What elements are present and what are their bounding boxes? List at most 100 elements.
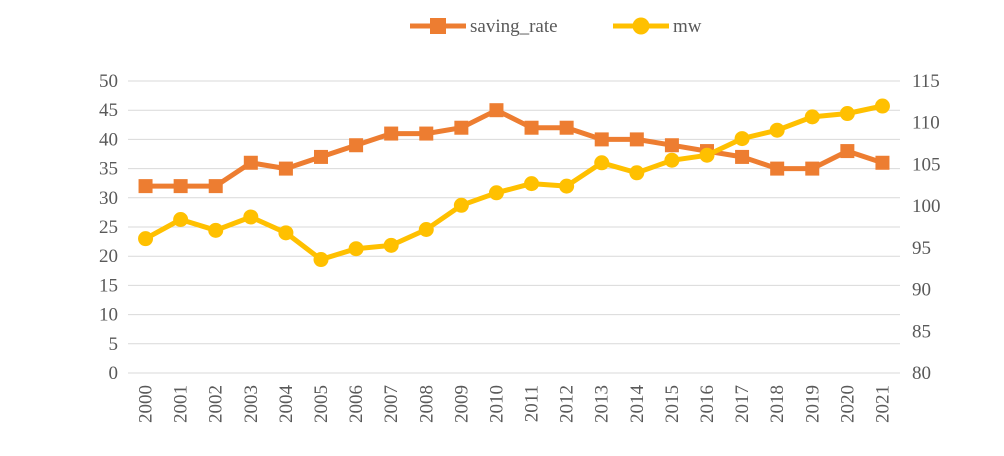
data-point xyxy=(874,98,890,114)
x-tick-label: 2012 xyxy=(557,385,578,423)
legend-item: mw xyxy=(613,16,702,37)
legend-square-icon xyxy=(430,18,446,34)
data-point xyxy=(138,231,154,247)
data-point xyxy=(770,161,785,176)
x-tick-label: 2018 xyxy=(767,385,788,423)
right-tick-label: 105 xyxy=(912,154,941,175)
data-point xyxy=(453,197,469,213)
data-point xyxy=(349,138,364,153)
right-tick-label: 115 xyxy=(912,71,940,92)
x-tick-label: 2004 xyxy=(276,385,297,424)
data-point xyxy=(839,106,855,122)
right-tick-label: 110 xyxy=(912,113,940,134)
x-tick-label: 2007 xyxy=(381,385,402,423)
data-point xyxy=(383,237,399,253)
data-point xyxy=(559,120,574,135)
data-point xyxy=(138,179,153,194)
series-line xyxy=(143,107,885,189)
left-tick-label: 15 xyxy=(99,275,118,296)
x-axis: 2000 2001 2002 2003 2004 2005 2006 2007 2008 2009… xyxy=(136,385,894,424)
data-point xyxy=(348,241,364,257)
legend-label: mw xyxy=(673,16,702,37)
series-saving_rate xyxy=(138,103,890,194)
x-tick-label: 2021 xyxy=(872,385,893,423)
data-point xyxy=(629,132,644,147)
data-point xyxy=(243,209,259,225)
x-tick-label: 2016 xyxy=(697,385,718,423)
x-tick-label: 2013 xyxy=(592,385,613,423)
data-point xyxy=(488,185,504,201)
left-tick-label: 25 xyxy=(99,217,118,238)
right-tick-label: 100 xyxy=(912,196,941,217)
data-point xyxy=(208,179,223,194)
right-y-axis: 80 85 90 95 100 105 110 115 xyxy=(912,71,941,384)
data-point xyxy=(208,222,224,238)
x-tick-label: 2009 xyxy=(451,385,472,423)
x-tick-label: 2019 xyxy=(802,385,823,423)
data-point xyxy=(735,149,750,164)
data-point xyxy=(594,132,609,147)
right-tick-label: 95 xyxy=(912,238,931,259)
left-tick-label: 40 xyxy=(99,129,118,150)
legend-circle-icon xyxy=(632,17,650,35)
data-point xyxy=(278,161,293,176)
legend-label: saving_rate xyxy=(470,16,558,37)
x-tick-label: 2014 xyxy=(627,385,648,424)
data-point xyxy=(489,103,504,118)
x-tick-label: 2006 xyxy=(346,385,367,423)
data-point xyxy=(454,120,469,135)
data-point xyxy=(769,122,785,138)
data-point xyxy=(173,179,188,194)
legend-item: saving_rate xyxy=(410,16,558,37)
data-point xyxy=(840,144,855,159)
data-point xyxy=(314,149,328,164)
right-tick-label: 90 xyxy=(912,280,931,301)
left-y-axis: 0 5 10 15 20 25 30 35 40 45 50 xyxy=(99,71,118,384)
legend: saving_rate mw xyxy=(410,16,702,37)
right-tick-label: 80 xyxy=(912,363,931,384)
data-point xyxy=(173,211,189,227)
x-tick-label: 2003 xyxy=(241,385,262,423)
series-mw xyxy=(138,98,890,268)
data-point xyxy=(805,161,820,176)
x-tick-label: 2005 xyxy=(311,385,332,423)
left-tick-label: 5 xyxy=(109,334,119,355)
gridlines xyxy=(128,80,900,374)
left-tick-label: 45 xyxy=(99,100,118,121)
x-tick-label: 2001 xyxy=(171,385,192,423)
x-tick-label: 2008 xyxy=(416,385,437,423)
data-point xyxy=(664,152,680,168)
data-point xyxy=(524,120,539,135)
data-point xyxy=(875,155,890,170)
series-layer xyxy=(138,98,890,268)
x-tick-label: 2002 xyxy=(206,385,227,423)
data-point xyxy=(699,147,715,163)
x-tick-label: 2020 xyxy=(837,385,858,423)
data-point xyxy=(594,155,610,171)
right-tick-label: 85 xyxy=(912,321,931,342)
data-point xyxy=(664,138,679,153)
left-tick-label: 50 xyxy=(99,71,118,92)
data-point xyxy=(313,252,329,268)
data-point xyxy=(559,178,575,194)
data-point xyxy=(243,155,258,170)
data-point xyxy=(419,126,434,141)
data-point xyxy=(734,131,750,147)
x-tick-label: 2017 xyxy=(732,385,753,423)
left-tick-label: 20 xyxy=(99,246,118,267)
left-tick-label: 35 xyxy=(99,159,118,180)
left-tick-label: 0 xyxy=(109,363,119,384)
x-tick-label: 2000 xyxy=(136,385,157,423)
data-point xyxy=(418,222,434,238)
left-tick-label: 30 xyxy=(99,188,118,209)
data-point xyxy=(524,176,540,192)
x-tick-label: 2010 xyxy=(486,385,507,423)
data-point xyxy=(804,109,820,125)
left-tick-label: 10 xyxy=(99,305,118,326)
x-tick-label: 2015 xyxy=(662,385,683,423)
series-line xyxy=(143,103,885,262)
data-point xyxy=(629,165,645,181)
data-point xyxy=(384,126,399,141)
